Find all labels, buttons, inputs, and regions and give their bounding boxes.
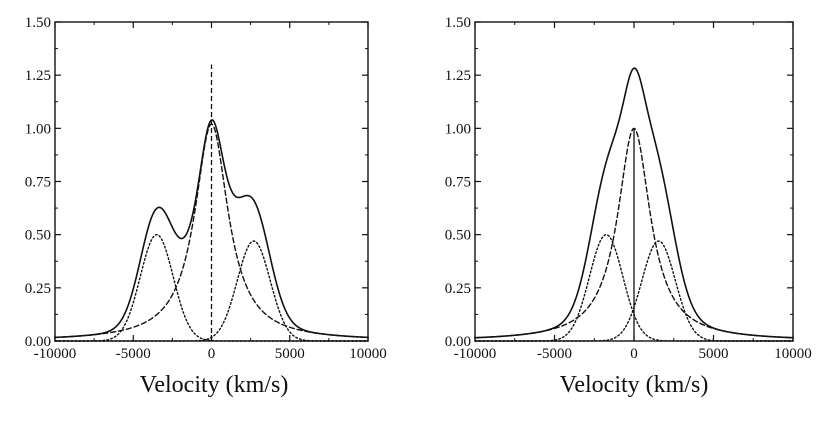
y-tick-label: 0.00 <box>445 334 471 350</box>
y-tick-label: 1.00 <box>445 121 471 137</box>
right-chart: Velocity (km/s) 0.00 0.25 0.50 0.75 1.00 1.25… <box>445 15 812 398</box>
x-axis-label: Velocity (km/s) <box>140 372 289 398</box>
x-tick-label: -10000 <box>454 346 497 362</box>
y-tick-label: 0.50 <box>445 228 471 244</box>
x-tick-label: -5000 <box>116 346 151 362</box>
left-panel: Velocity (km/s) 0.00 0.25 0.50 0.75 1.00 1.25… <box>0 0 412 421</box>
y-tick-label: 0.25 <box>25 281 51 297</box>
y-tick-label: 0.00 <box>25 334 51 350</box>
x-tick-label: 10000 <box>349 346 387 362</box>
y-tick-label: 1.25 <box>445 68 471 84</box>
y-tick-label: 0.75 <box>445 175 471 191</box>
y-tick-label: 1.25 <box>25 68 51 84</box>
x-tick-label: 0 <box>208 346 216 362</box>
x-tick-label: 5000 <box>699 346 729 362</box>
y-tick-label: 0.25 <box>445 281 471 297</box>
y-tick-label: 1.50 <box>445 15 471 31</box>
x-axis-label: Velocity (km/s) <box>560 372 709 398</box>
y-tick-label: 0.75 <box>25 175 51 191</box>
x-tick-label: 5000 <box>275 346 305 362</box>
y-tick-label: 1.50 <box>25 15 51 31</box>
total-profile-curve <box>474 67 794 339</box>
right-panel: Velocity (km/s) 0.00 0.25 0.50 0.75 1.00 1.25… <box>412 0 825 421</box>
plot-frame <box>54 21 369 342</box>
y-tick-label: 0.50 <box>25 228 51 244</box>
y-tick-label: 1.00 <box>25 121 51 137</box>
x-tick-label: -5000 <box>537 346 572 362</box>
x-tick-label: 0 <box>630 346 638 362</box>
x-tick-label: 10000 <box>774 346 812 362</box>
left-chart: Velocity (km/s) 0.00 0.25 0.50 0.75 1.00 1.25… <box>25 15 387 398</box>
x-tick-label: -10000 <box>34 346 77 362</box>
